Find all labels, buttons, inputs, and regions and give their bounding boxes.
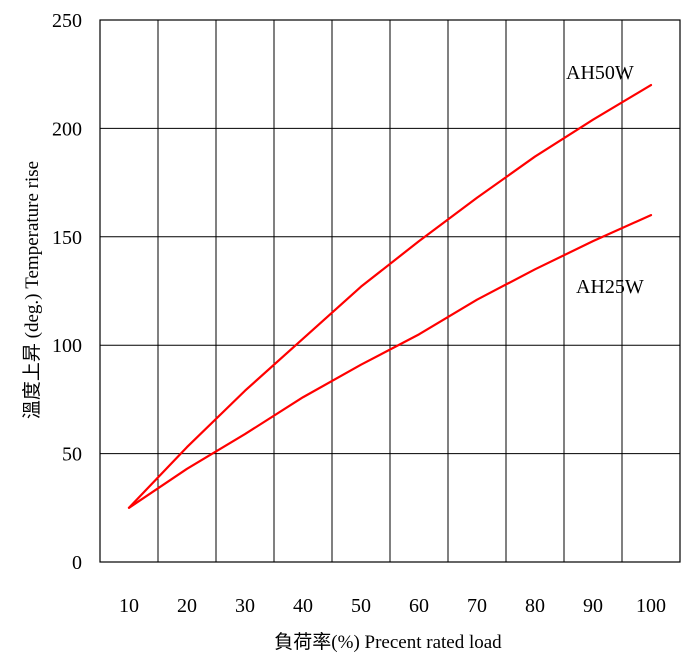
y-tick-label: 50 [62,444,82,466]
series-line-ah50w [127,83,653,509]
x-tick-label: 90 [583,595,603,617]
y-tick-label: 250 [52,10,82,32]
x-tick-label: 70 [467,595,487,617]
x-tick-label: 60 [409,595,429,617]
horizontal-gridlines [100,127,680,455]
x-tick-label: 30 [235,595,255,617]
x-axis-title: 負荷率(%) Precent rated load [274,631,502,653]
vertical-gridlines [157,20,623,562]
y-tick-label: 0 [72,552,82,574]
series-label-ah50w: AH50W [566,62,634,84]
plot-area-frame [99,19,681,563]
y-tick-labels: 0 50 100 150 200 250 [52,10,82,574]
y-tick-label: 150 [52,227,82,249]
y-tick-label: 100 [52,335,82,357]
y-axis-title: 溫度上昇 (deg.) Temperature rise [21,161,43,419]
series-labels: AH50W AH25W [566,62,644,298]
x-tick-label: 10 [119,595,139,617]
x-tick-label: 20 [177,595,197,617]
y-tick-label: 200 [52,118,82,140]
series-line-ah25w [127,214,653,509]
x-tick-label: 50 [351,595,371,617]
series-lines [127,83,653,509]
x-tick-label: 80 [525,595,545,617]
x-tick-label: 40 [293,595,313,617]
x-tick-labels: 10 20 30 40 50 60 70 80 90 100 [119,595,666,617]
x-tick-label: 100 [636,595,666,617]
series-label-ah25w: AH25W [576,276,644,298]
